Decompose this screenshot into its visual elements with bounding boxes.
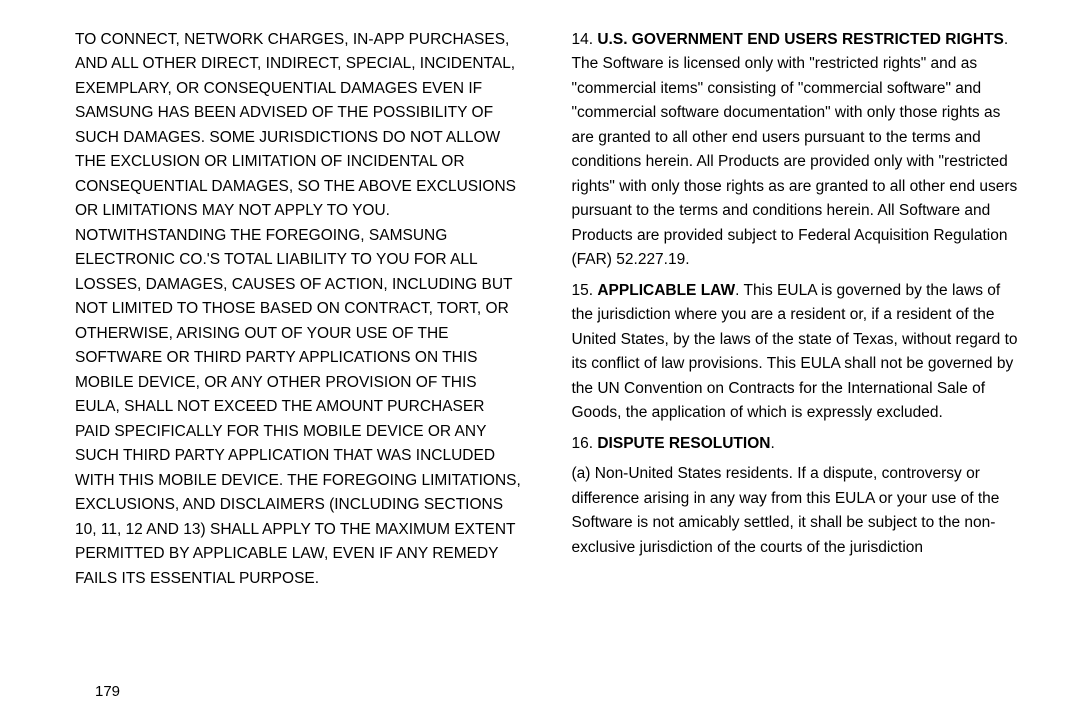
section-16-period: .	[770, 435, 774, 452]
section-14-body: . The Software is licensed only with "re…	[572, 31, 1018, 268]
section-16-number: 16.	[572, 435, 598, 452]
section-16-title: DISPUTE RESOLUTION	[597, 435, 770, 452]
section-15-number: 15.	[572, 282, 598, 299]
left-column: TO CONNECT, NETWORK CHARGES, IN-APP PURC…	[75, 28, 524, 653]
section-14-number: 14.	[572, 31, 598, 48]
two-column-layout: TO CONNECT, NETWORK CHARGES, IN-APP PURC…	[75, 28, 1020, 653]
section-14-title: U.S. GOVERNMENT END USERS RESTRICTED RIG…	[597, 31, 1003, 48]
section-14: 14. U.S. GOVERNMENT END USERS RESTRICTED…	[572, 28, 1021, 273]
right-column: 14. U.S. GOVERNMENT END USERS RESTRICTED…	[572, 28, 1021, 653]
section-16a: (a) Non-United States residents. If a di…	[572, 462, 1021, 560]
section-15-title: APPLICABLE LAW	[597, 282, 735, 299]
section-16-heading: 16. DISPUTE RESOLUTION.	[572, 432, 1021, 456]
page-number: 179	[95, 683, 1020, 700]
section-15: 15. APPLICABLE LAW. This EULA is governe…	[572, 279, 1021, 426]
left-paragraph: TO CONNECT, NETWORK CHARGES, IN-APP PURC…	[75, 28, 524, 591]
section-15-body: . This EULA is governed by the laws of t…	[572, 282, 1018, 421]
document-page: TO CONNECT, NETWORK CHARGES, IN-APP PURC…	[0, 0, 1080, 720]
